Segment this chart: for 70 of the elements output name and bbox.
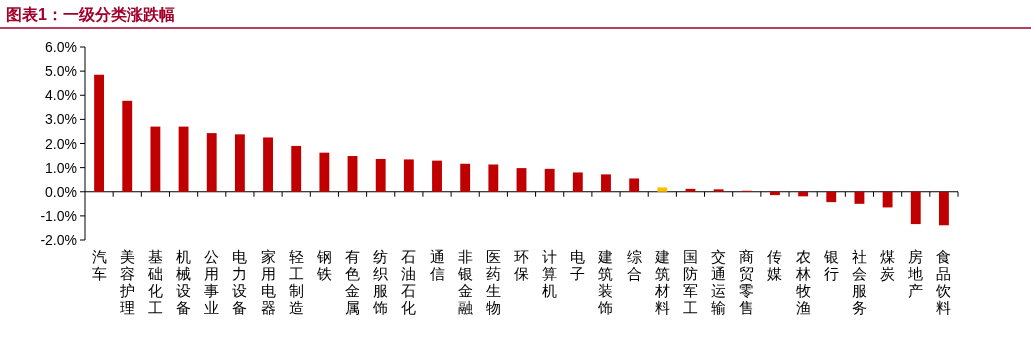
bar bbox=[263, 137, 273, 192]
x-tick-label: 纺织服饰 bbox=[372, 249, 389, 316]
x-tick-label: 建筑材料 bbox=[653, 249, 670, 316]
x-tick-label: 传媒 bbox=[767, 249, 783, 282]
y-tick-label: 1.0% bbox=[45, 159, 77, 176]
bar bbox=[854, 191, 865, 204]
y-tick-label: 6.0% bbox=[45, 39, 77, 55]
x-tick-label: 钢铁 bbox=[315, 249, 332, 282]
x-tick-label: 非银金融 bbox=[456, 249, 473, 316]
x-tick-label: 电子 bbox=[570, 249, 586, 282]
x-tick-label: 银行 bbox=[822, 249, 839, 282]
bar bbox=[572, 172, 583, 192]
y-tick-label: 4.0% bbox=[45, 87, 77, 104]
x-tick-label: 计算机 bbox=[542, 249, 558, 299]
bar bbox=[122, 100, 133, 192]
bar bbox=[685, 188, 696, 192]
x-tick-label: 美容护理 bbox=[118, 249, 135, 316]
x-tick-label: 商贸零售 bbox=[739, 249, 755, 316]
y-tick-label: 3.0% bbox=[45, 111, 77, 128]
x-tick-label: 公用事业 bbox=[204, 249, 220, 316]
x-tick-label: 煤炭 bbox=[880, 249, 896, 282]
x-tick-label: 国防军工 bbox=[682, 249, 698, 316]
x-tick-label: 农林牧渔 bbox=[794, 249, 811, 316]
bar bbox=[544, 168, 555, 192]
x-tick-label: 通信 bbox=[429, 249, 445, 282]
bar bbox=[178, 126, 189, 192]
bar bbox=[432, 160, 442, 192]
bar bbox=[94, 74, 105, 192]
bar bbox=[150, 126, 161, 192]
bar bbox=[657, 187, 668, 192]
y-tick-label: 2.0% bbox=[45, 135, 77, 152]
x-tick-label: 食品饮料 bbox=[935, 249, 952, 316]
chart-title: 图表1：一级分类涨跌幅 bbox=[6, 6, 175, 23]
y-tick-label: 0.0% bbox=[45, 183, 77, 200]
bar bbox=[460, 163, 471, 192]
bar bbox=[516, 168, 527, 192]
x-tick-label: 石油石化 bbox=[401, 249, 417, 316]
bar bbox=[882, 191, 893, 208]
x-tick-label: 综合 bbox=[626, 249, 642, 282]
x-tick-label: 基础化工 bbox=[146, 249, 163, 316]
bar bbox=[601, 174, 611, 192]
bar bbox=[375, 158, 386, 192]
bar bbox=[938, 191, 949, 226]
bar bbox=[234, 134, 245, 192]
bar bbox=[770, 191, 780, 196]
bar bbox=[488, 164, 499, 192]
x-tick-label: 房地产 bbox=[907, 249, 924, 299]
bar bbox=[347, 156, 358, 192]
bar bbox=[713, 189, 724, 192]
x-tick-label: 汽车 bbox=[91, 249, 107, 282]
x-tick-label: 轻工制造 bbox=[288, 249, 304, 316]
x-tick-label: 社会服务 bbox=[851, 249, 867, 316]
bar bbox=[291, 145, 302, 192]
bar bbox=[319, 152, 330, 192]
x-tick-label: 有色金属 bbox=[345, 249, 361, 316]
x-tick-label: 环保 bbox=[514, 249, 529, 282]
bar bbox=[206, 133, 217, 192]
x-tick-label: 电力设备 bbox=[232, 249, 248, 316]
bar bbox=[910, 191, 921, 225]
x-tick-label: 机械设备 bbox=[176, 249, 192, 316]
x-tick-label: 建筑装饰 bbox=[597, 249, 614, 316]
x-tick-label: 交通运输 bbox=[711, 249, 727, 316]
y-tick-label: 5.0% bbox=[45, 63, 77, 80]
bar bbox=[403, 159, 414, 192]
x-tick-label: 家用电器 bbox=[260, 249, 276, 316]
bar bbox=[629, 178, 640, 192]
x-tick-label: 医药生物 bbox=[485, 249, 501, 316]
y-tick-label: -1.0% bbox=[40, 207, 77, 224]
y-tick-label: -2.0% bbox=[40, 232, 77, 248]
bar bbox=[826, 191, 837, 203]
